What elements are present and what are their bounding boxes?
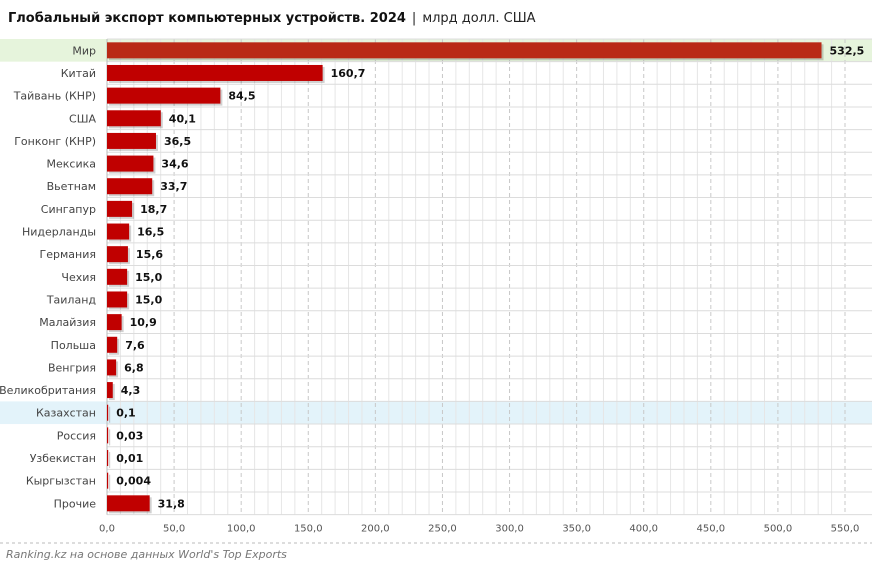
value-label: 160,7 [331,67,366,80]
x-tick-label: 300,0 [495,524,524,535]
bar [107,336,118,353]
bar [107,291,128,308]
bar-shadow [109,406,111,423]
bar [107,132,156,149]
bar-shadow [109,429,111,446]
category-label: Нидерланды [22,226,96,239]
category-label: Узбекистан [30,452,96,465]
category-label: Кыргызстан [26,475,96,488]
bar [107,42,822,59]
category-label: Мир [72,44,96,57]
bar [107,223,130,240]
bar [107,110,161,127]
bar [107,314,122,331]
bar [107,450,109,467]
category-label: Тайвань (КНР) [13,90,96,103]
category-label: Вьетнам [47,180,96,193]
category-label: Малайзия [39,316,96,329]
value-label: 7,6 [125,339,145,352]
category-label: Венгрия [48,361,96,374]
bar [107,472,109,489]
x-tick-label: 200,0 [361,524,390,535]
category-label: Великобритания [0,384,96,397]
category-label: Таиланд [46,293,97,306]
bar [107,404,109,421]
category-label: Гонконг (КНР) [14,135,96,148]
x-tick-label: 250,0 [428,524,457,535]
category-label: Казахстан [36,407,96,420]
value-label: 6,8 [124,361,143,374]
bar [107,427,109,444]
bar [107,64,323,81]
value-label: 532,5 [830,44,865,57]
value-label: 15,0 [135,271,162,284]
bar [107,87,221,104]
bar-shadow [109,452,111,469]
value-label: 18,7 [140,203,167,216]
value-label: 16,5 [137,226,164,239]
source-note: Ranking.kz на основе данных World's Top … [6,548,287,561]
x-tick-label: 0,0 [99,524,115,535]
x-tick-label: 500,0 [764,524,793,535]
x-tick-label: 150,0 [294,524,323,535]
category-label: Германия [40,248,96,261]
row-highlight [0,401,872,425]
bar [107,246,128,263]
category-label: Россия [57,429,96,442]
unit-text: млрд долл. США [422,11,535,26]
x-tick-label: 400,0 [629,524,658,535]
value-label: 0,004 [116,475,151,488]
value-label: 0,1 [116,407,136,420]
value-label: 10,9 [130,316,157,329]
x-tick-label: 450,0 [696,524,725,535]
value-label: 4,3 [121,384,141,397]
bar [107,268,128,285]
category-label: Мексика [47,158,96,171]
value-label: 15,0 [135,293,162,306]
category-label: Польша [51,339,96,352]
value-label: 84,5 [228,90,255,103]
chart-title: Глобальный экспорт компьютерных устройст… [8,11,536,26]
value-label: 15,6 [136,248,163,261]
value-label: 36,5 [164,135,191,148]
bar [107,200,133,217]
category-label: США [69,112,96,125]
value-label: 0,03 [116,429,143,442]
bar [107,155,154,172]
bar [107,382,113,399]
bar-shadow [109,474,111,491]
value-label: 33,7 [160,180,187,193]
x-tick-label: 550,0 [831,524,860,535]
category-label: Сингапур [41,203,96,216]
value-label: 31,8 [158,497,185,510]
x-tick-label: 100,0 [227,524,256,535]
bar [107,178,153,195]
category-label: Чехия [61,271,96,284]
title-text: Глобальный экспорт компьютерных устройст… [8,11,406,26]
category-label: Прочие [54,497,97,510]
value-label: 40,1 [169,112,196,125]
value-label: 0,01 [116,452,143,465]
title-separator: | [412,11,416,26]
x-tick-label: 50,0 [163,524,185,535]
value-label: 34,6 [161,158,188,171]
x-tick-label: 350,0 [562,524,591,535]
bar [107,495,150,512]
category-label: Китай [61,67,96,80]
bar [107,359,117,376]
